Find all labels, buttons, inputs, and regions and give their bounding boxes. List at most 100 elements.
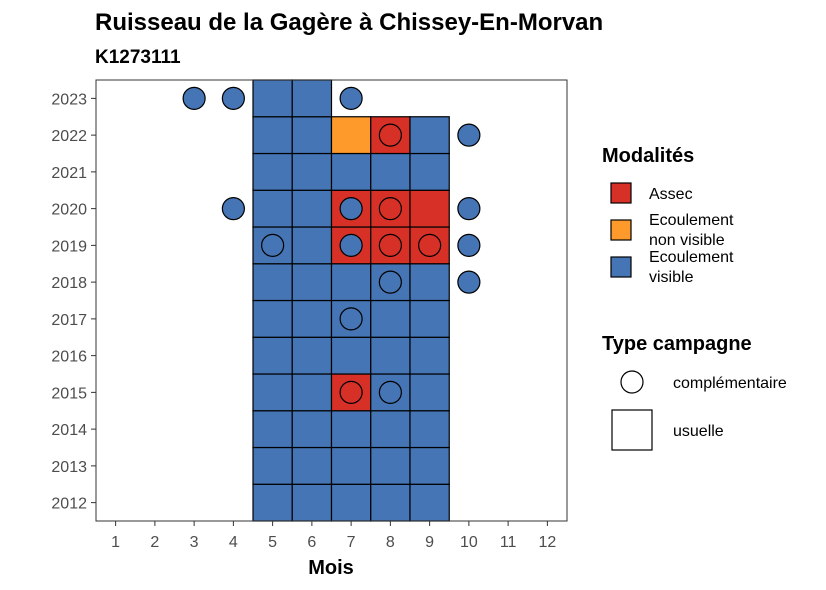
- tile-2014-8: [370, 410, 411, 449]
- tile-2018-5: [252, 263, 293, 302]
- point-2015-8: [378, 380, 402, 404]
- tile-2013-7: [330, 446, 372, 485]
- tile-2021-5: [252, 152, 293, 191]
- legend-key-square: [611, 409, 653, 451]
- tile-2022-9: [409, 116, 450, 155]
- tile-2018-6: [291, 263, 333, 302]
- tile-2015-5: [252, 373, 293, 412]
- tile-2018-7: [330, 263, 372, 302]
- legend-label-line2: visible: [649, 269, 694, 286]
- tile-2013-9: [409, 446, 450, 485]
- x-tick-label: 4: [229, 534, 238, 551]
- point-2020-10: [457, 197, 481, 221]
- tile-2014-7: [330, 410, 372, 449]
- tile-2012-8: [370, 483, 411, 522]
- points-layer: [182, 86, 481, 404]
- tile-2016-7: [330, 336, 372, 375]
- tile-2019-9: [409, 226, 450, 265]
- tile-2015-6: [291, 373, 333, 412]
- tile-2023-6: [291, 79, 333, 118]
- x-tick-label: 1: [111, 534, 120, 551]
- point-2020-7: [339, 197, 363, 221]
- legend-label-line1: Ecoulement: [649, 249, 734, 266]
- tile-2021-6: [291, 152, 333, 191]
- chart-title: Ruisseau de la Gagère à Chissey-En-Morva…: [95, 9, 603, 36]
- legend-label-complementaire: complémentaire: [673, 375, 787, 392]
- point-2023-7: [339, 86, 363, 110]
- y-tick-label: 2016: [51, 349, 87, 366]
- tile-2021-9: [409, 152, 450, 191]
- tile-2021-8: [370, 152, 411, 191]
- y-tick-label: 2021: [51, 165, 87, 182]
- y-tick-label: 2019: [51, 238, 87, 255]
- tile-2014-9: [409, 410, 450, 449]
- tile-2012-9: [409, 483, 450, 522]
- legend-type-title: Type campagne: [602, 333, 752, 355]
- tile-2019-6: [291, 226, 333, 265]
- point-2019-9: [418, 233, 442, 257]
- point-2020-4: [221, 197, 245, 221]
- x-tick-label: 7: [347, 534, 356, 551]
- tile-2012-6: [291, 483, 333, 522]
- tile-2014-6: [291, 410, 333, 449]
- point-2019-8: [378, 233, 402, 257]
- y-tick-label: 2022: [51, 128, 87, 145]
- tile-2016-8: [370, 336, 411, 375]
- point-2017-7: [339, 307, 363, 331]
- x-tick-label: 2: [150, 534, 159, 551]
- tile-2022-7: [330, 116, 372, 155]
- tile-2016-9: [409, 336, 450, 375]
- point-2019-10: [457, 233, 481, 257]
- y-tick-label: 2017: [51, 312, 87, 329]
- legend-modalites-title: Modalités: [602, 145, 694, 167]
- legend-key-ecoulement-non-visible: [610, 219, 632, 241]
- tile-2013-8: [370, 446, 411, 485]
- legend-key-assec: [610, 182, 632, 204]
- tile-2012-7: [330, 483, 372, 522]
- tile-2013-5: [252, 446, 293, 485]
- tile-2015-9: [409, 373, 450, 412]
- point-2019-5: [261, 233, 285, 257]
- tile-2013-6: [291, 446, 333, 485]
- x-tick-label: 5: [268, 534, 277, 551]
- x-tick-label: 6: [307, 534, 316, 551]
- tile-2022-5: [252, 116, 293, 155]
- tile-2020-6: [291, 189, 333, 228]
- y-tick-label: 2023: [51, 91, 87, 108]
- x-axis-title: Mois: [308, 557, 354, 579]
- tile-2020-5: [252, 189, 293, 228]
- tile-2018-9: [409, 263, 450, 302]
- point-2022-8: [378, 123, 402, 147]
- legend-type-campagne: Type campagne complémentaire usuelle: [602, 333, 787, 451]
- x-tick-label: 12: [538, 534, 556, 551]
- point-2019-7: [339, 233, 363, 257]
- tile-2012-5: [252, 483, 293, 522]
- tile-2016-6: [291, 336, 333, 375]
- tiles-layer: [252, 79, 450, 522]
- point-2018-10: [457, 270, 481, 294]
- x-tick-label: 9: [425, 534, 434, 551]
- y-tick-label: 2012: [51, 496, 87, 513]
- panel-border: [95, 79, 568, 522]
- y-axis: 2012 2013 2014 2015 2016 2017 2018 2019 2020 2021…: [51, 91, 96, 513]
- legend-label-line2: non visible: [649, 232, 725, 249]
- y-tick-label: 2018: [51, 275, 87, 292]
- y-tick-label: 2015: [51, 385, 87, 402]
- tile-2017-5: [252, 299, 293, 338]
- point-2023-3: [182, 86, 206, 110]
- chart-subtitle: K1273111: [95, 47, 181, 68]
- legend-key-ecoulement-visible: [610, 256, 632, 278]
- x-tick-label: 11: [500, 534, 517, 551]
- y-tick-label: 2020: [51, 202, 87, 219]
- tile-2017-6: [291, 299, 333, 338]
- point-2015-7: [339, 380, 363, 404]
- point-2020-8: [378, 197, 402, 221]
- tile-2014-5: [252, 410, 293, 449]
- tile-2017-9: [409, 299, 450, 338]
- tile-2023-5: [252, 79, 293, 118]
- legend-label-usuelle: usuelle: [673, 423, 724, 440]
- legend-label-line1: Ecoulement: [649, 212, 734, 229]
- legend-key-circle: [620, 370, 644, 394]
- point-2022-10: [457, 123, 481, 147]
